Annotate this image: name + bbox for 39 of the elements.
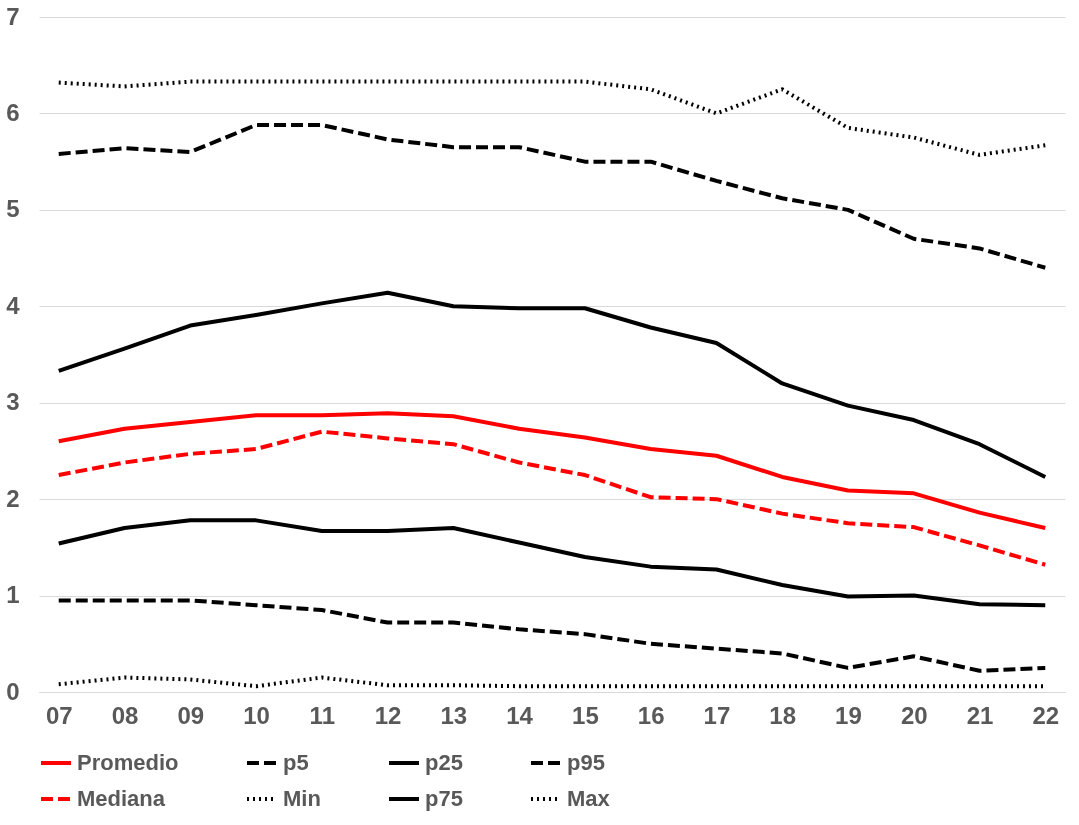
y-tick-label: 1 <box>6 581 20 609</box>
legend-label: Min <box>283 786 321 811</box>
x-tick-label: 19 <box>835 701 862 729</box>
x-tick-label: 14 <box>506 701 534 729</box>
x-tick-label: 20 <box>900 701 928 729</box>
line-series <box>56 79 1048 157</box>
x-tick-label: 08 <box>111 701 139 729</box>
line-series <box>56 429 1048 567</box>
x-tick-label: 13 <box>440 701 468 729</box>
x-tick-label: 11 <box>309 701 335 729</box>
legend-label: p75 <box>425 786 463 811</box>
x-tick-label: 10 <box>243 701 270 729</box>
y-tick-label: 7 <box>6 2 20 30</box>
legend-label: Max <box>567 786 611 811</box>
legend-label: Promedio <box>77 750 179 775</box>
y-tick-label: 0 <box>6 677 20 705</box>
x-tick-label: 18 <box>769 701 797 729</box>
legend-label: p95 <box>567 750 605 775</box>
x-tick-label: 07 <box>45 701 73 729</box>
y-tick-label: 5 <box>6 195 20 223</box>
x-tick-label: 09 <box>177 701 205 729</box>
legend-label: p5 <box>283 750 309 775</box>
x-tick-label: 12 <box>374 701 402 729</box>
line-series <box>56 290 1048 479</box>
y-tick-label: 2 <box>6 484 20 512</box>
legend-label: Mediana <box>77 786 166 811</box>
line-series <box>56 123 1048 270</box>
legend-label: p25 <box>425 750 463 775</box>
x-tick-label: 22 <box>1032 701 1060 729</box>
x-tick-label: 15 <box>572 701 599 729</box>
x-tick-label: 17 <box>703 701 731 729</box>
line-series <box>56 598 1048 673</box>
line-series <box>56 518 1048 608</box>
x-tick-label: 21 <box>966 701 994 729</box>
x-tick-label: 16 <box>637 701 665 729</box>
line-series <box>56 411 1048 531</box>
y-tick-label: 4 <box>6 291 21 319</box>
y-tick-label: 6 <box>6 98 20 126</box>
y-tick-label: 3 <box>6 388 20 416</box>
